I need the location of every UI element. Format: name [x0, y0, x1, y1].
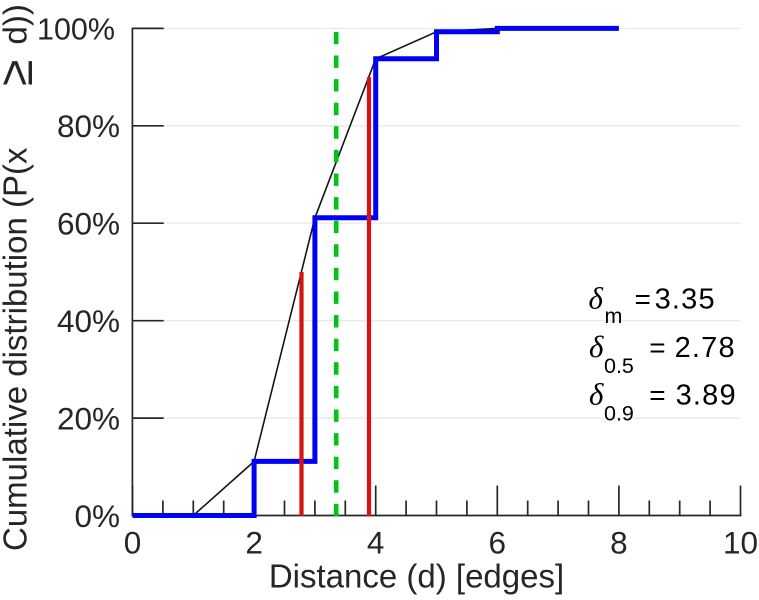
svg-text:60%: 60%	[57, 206, 120, 242]
svg-text:δ: δ	[589, 329, 604, 364]
svg-text:=: =	[649, 380, 665, 411]
svg-text:2: 2	[245, 525, 263, 561]
svg-text:2.78: 2.78	[675, 332, 736, 364]
svg-text:Distance (d) [edges]: Distance (d) [edges]	[269, 558, 564, 595]
svg-text:6: 6	[489, 525, 507, 561]
svg-text:d)): d))	[0, 4, 33, 44]
svg-text:3.89: 3.89	[676, 380, 737, 412]
svg-text:=: =	[649, 332, 665, 363]
svg-text:100%: 100%	[37, 13, 115, 47]
svg-text:80%: 80%	[57, 108, 120, 144]
svg-text:=: =	[635, 284, 651, 315]
svg-text:8: 8	[610, 525, 628, 561]
svg-text:0%: 0%	[74, 498, 120, 534]
svg-text:40%: 40%	[57, 303, 120, 339]
svg-text:0.9: 0.9	[604, 401, 634, 425]
svg-text:≥: ≥	[0, 60, 43, 86]
svg-text:10: 10	[723, 525, 758, 561]
svg-text:20%: 20%	[57, 400, 120, 436]
svg-text:4: 4	[367, 525, 385, 561]
svg-text:Cumulative distribution (P(x: Cumulative distribution (P(x	[0, 147, 33, 551]
svg-text:0.5: 0.5	[604, 354, 634, 378]
svg-text:3.35: 3.35	[655, 284, 716, 316]
svg-text:m: m	[605, 304, 623, 328]
svg-text:0: 0	[124, 525, 142, 561]
svg-text:δ: δ	[589, 377, 604, 412]
svg-text:δ: δ	[589, 281, 604, 316]
